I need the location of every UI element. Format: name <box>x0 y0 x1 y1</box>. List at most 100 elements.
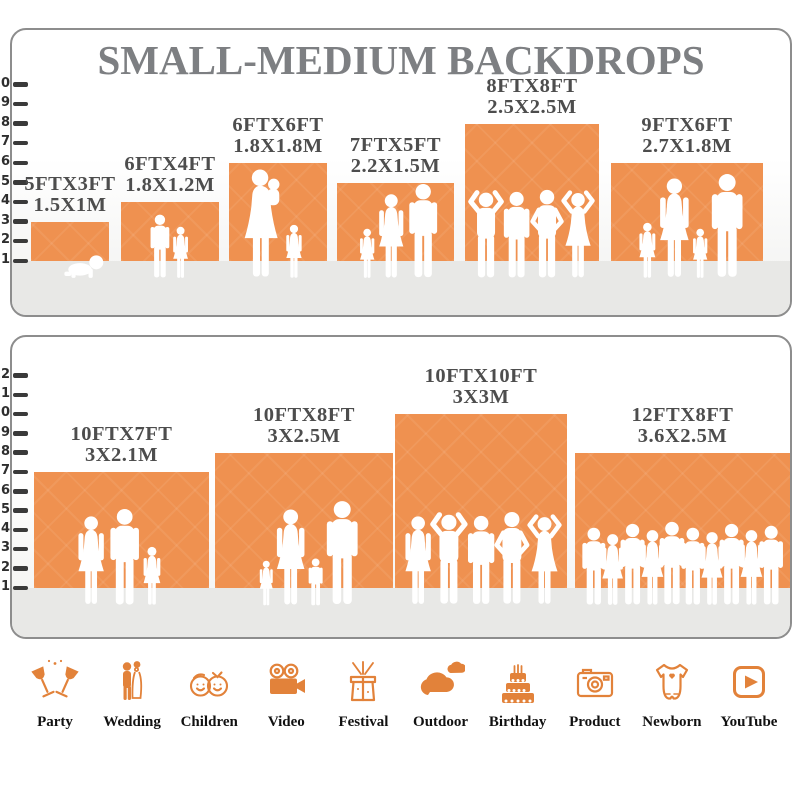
backdrop-size-ft: 10FTX10FT <box>424 365 538 387</box>
ruler-tick <box>13 219 28 224</box>
baby-silhouette <box>62 253 106 279</box>
backdrop-rect <box>229 163 327 261</box>
ruler-tick <box>13 469 28 475</box>
category-item: Children <box>174 658 244 731</box>
backdrop-size-m: 3X2.1M <box>84 444 159 466</box>
category-label: Birthday <box>488 714 547 730</box>
category-label: Product <box>569 714 621 730</box>
ruler-number: 10 <box>0 75 10 91</box>
ruler-tick <box>13 431 28 436</box>
ruler-tick <box>13 160 28 165</box>
category-label: Video <box>267 714 305 730</box>
ruler-tick <box>13 121 28 126</box>
person-silhouette <box>654 177 695 279</box>
backdrop-size-label: 10FTX10FT 3X3M <box>425 366 538 408</box>
panel-floor <box>12 261 790 315</box>
backdrop-size-m: 3X3M <box>452 386 510 408</box>
ruler-number: 9 <box>0 95 10 111</box>
backdrop-size-ft: 8FTX8FT <box>486 75 578 97</box>
ruler-tick <box>13 180 28 185</box>
ruler-tick <box>13 258 28 263</box>
backdrop-size-ft: 9FTX6FT <box>641 114 733 136</box>
category-item: Product <box>560 658 630 731</box>
backdrop-size-ft: 5FTX3FT <box>24 173 116 195</box>
ruler-tick <box>13 489 28 494</box>
person-silhouette <box>105 508 144 606</box>
backdrop-size-label: 6FTX4FT 1.8X1.2M <box>124 154 215 196</box>
ruler-number: 6 <box>0 154 10 169</box>
backdrop-size-m: 2.2X1.5M <box>350 155 441 177</box>
ruler-number: 5 <box>0 501 10 517</box>
ruler-tick <box>13 373 28 378</box>
ruler-number: 1 <box>0 579 10 594</box>
party-icon <box>31 658 79 706</box>
category-label: Outdoor <box>413 714 469 730</box>
backdrop-size-ft: 7FTX5FT <box>349 134 442 156</box>
panel-floor <box>12 588 790 637</box>
ruler-tick <box>13 199 28 205</box>
ruler-number: 10 <box>0 405 10 421</box>
person-silhouette <box>706 173 748 279</box>
product-icon <box>571 658 619 706</box>
person-silhouette <box>237 169 287 279</box>
person-silhouette <box>271 508 310 606</box>
category-item: YouTube <box>714 658 784 731</box>
youtube-icon <box>725 658 773 706</box>
ruler-tick <box>13 101 28 107</box>
ruler-tick <box>13 527 28 533</box>
person-silhouette <box>140 546 164 606</box>
children-icon <box>185 658 233 706</box>
ruler-number: 2 <box>0 559 10 575</box>
category-item: Wedding <box>97 658 167 731</box>
newborn-icon <box>648 658 696 706</box>
backdrop-size-label: 9FTX6FT 2.7X1.8M <box>641 115 732 157</box>
category-icon-row: Party Wedding Children Video Festival Outdoor… <box>0 658 800 731</box>
backdrop-size-m: 3.6X2.5M <box>637 425 728 447</box>
backdrop-size-m: 1.8X1.2M <box>125 174 215 196</box>
backdrop-size-label: 12FTX8FT 3.6X2.5M <box>632 405 734 447</box>
ruler-tick <box>13 411 28 417</box>
outdoor-icon <box>417 658 465 706</box>
ruler-tick <box>13 508 28 513</box>
person-silhouette <box>560 189 596 279</box>
backdrop-rect <box>215 453 393 588</box>
category-label: Wedding <box>103 714 161 730</box>
ruler-number: 7 <box>0 134 10 150</box>
backdrop-size-label: 5FTX3FT 1.5X1M <box>24 174 115 216</box>
ruler-tick <box>13 392 28 397</box>
category-item: Outdoor <box>406 658 476 731</box>
person-silhouette <box>283 224 305 279</box>
category-item: Festival <box>328 658 398 731</box>
ruler-number: 6 <box>0 482 10 498</box>
ruler-number: 3 <box>0 212 10 228</box>
medium-backdrops-panel: 12345678910111210FTX7FT3X2.1M10FTX8FT3X2… <box>0 335 792 639</box>
page-title: SMALL-MEDIUM BACKDROPS <box>97 37 705 83</box>
person-silhouette <box>404 183 442 279</box>
ruler-number: 3 <box>0 540 10 556</box>
ruler-tick <box>13 566 28 571</box>
backdrop-size-ft: 6FTX4FT <box>124 153 216 175</box>
backdrop-size-m: 3X2.5M <box>267 425 341 447</box>
ruler-number: 8 <box>0 443 10 459</box>
wedding-icon <box>108 658 156 706</box>
category-label: YouTube <box>720 714 778 730</box>
person-silhouette <box>147 214 173 279</box>
small-backdrops-panel: SMALL-MEDIUM BACKDROPS 1 2 3 4 5 6 7 8 9 10 5FTX3F… <box>0 28 792 317</box>
ruler-number: 11 <box>0 386 10 401</box>
ruler-number: 9 <box>0 424 10 440</box>
video-icon <box>262 658 310 706</box>
backdrop-rect <box>31 222 109 261</box>
ruler-tick <box>13 546 28 552</box>
backdrop-size-m: 2.7X1.8M <box>642 135 732 157</box>
backdrop-size-label: 7FTX5FT 2.2X1.5M <box>350 135 441 177</box>
backdrop-size-m: 2.5X2.5M <box>487 96 577 118</box>
festival-icon <box>339 658 387 706</box>
ruler-tick <box>13 238 28 244</box>
ruler-tick <box>13 140 28 146</box>
category-label: Festival <box>338 714 389 730</box>
backdrop-size-ft: 6FTX6FT <box>232 114 324 136</box>
backdrop-size-label: 10FTX7FT 3X2.1M <box>71 424 173 466</box>
category-item: Party <box>20 658 90 731</box>
ruler-tick <box>13 585 28 590</box>
